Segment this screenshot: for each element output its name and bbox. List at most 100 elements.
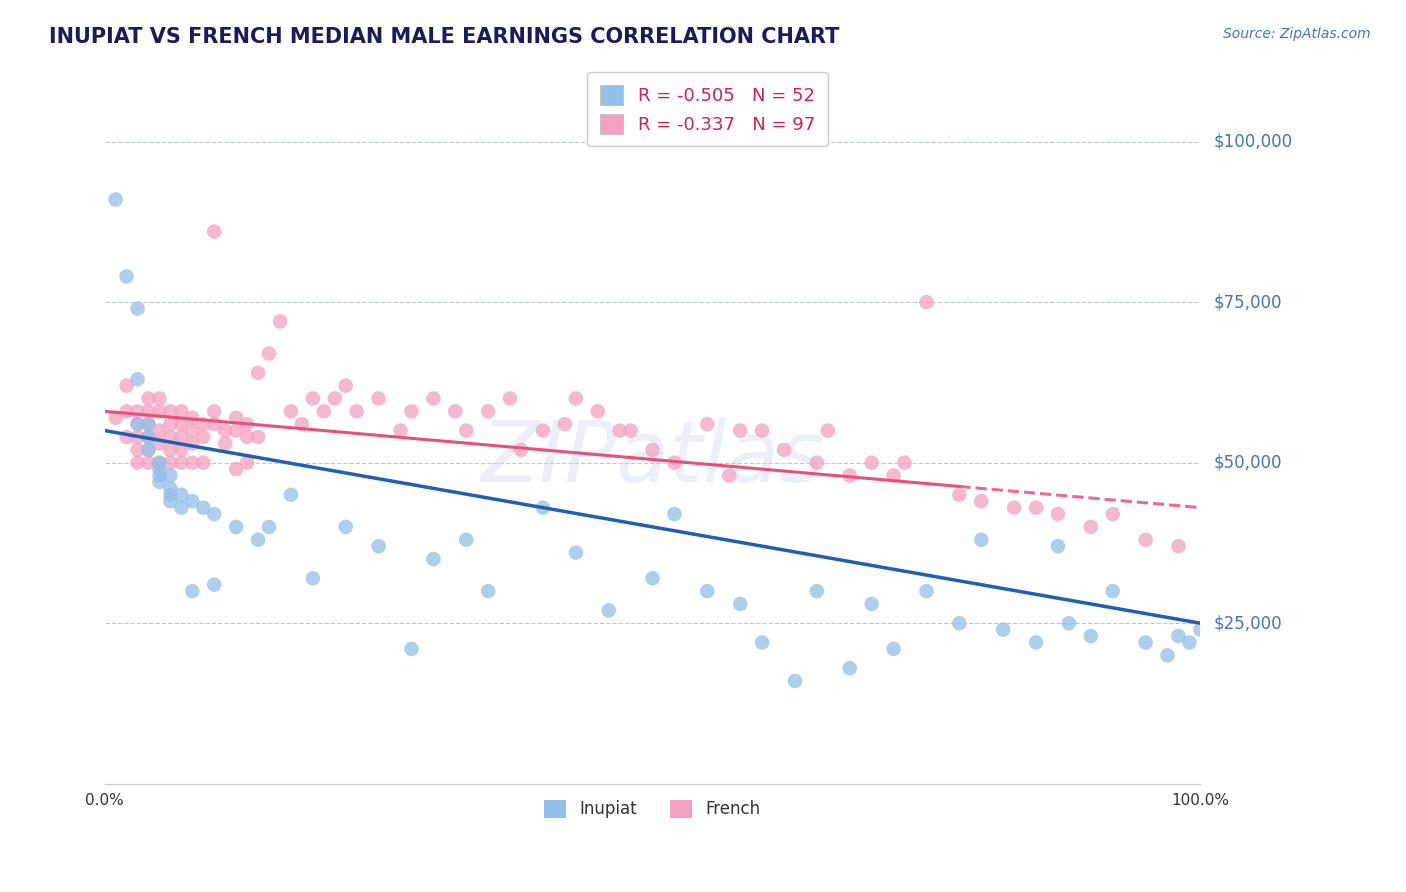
Point <box>860 597 883 611</box>
Point <box>531 500 554 515</box>
Point <box>202 507 225 521</box>
Point <box>554 417 576 432</box>
Point <box>181 436 204 450</box>
Point <box>531 424 554 438</box>
Point <box>202 404 225 418</box>
Point <box>948 616 970 631</box>
Point <box>401 641 423 656</box>
Point <box>170 456 193 470</box>
Point <box>718 468 741 483</box>
Point <box>193 417 215 432</box>
Point <box>1080 629 1102 643</box>
Point <box>1046 539 1069 553</box>
Point <box>148 424 170 438</box>
Point <box>1101 507 1123 521</box>
Point <box>367 392 389 406</box>
Point <box>948 488 970 502</box>
Point <box>1025 635 1047 649</box>
Point <box>970 533 993 547</box>
Point <box>225 462 247 476</box>
Point <box>991 623 1014 637</box>
Point <box>202 417 225 432</box>
Point <box>598 603 620 617</box>
Point <box>115 378 138 392</box>
Point <box>291 417 314 432</box>
Point <box>499 392 522 406</box>
Point <box>915 584 938 599</box>
Point <box>115 269 138 284</box>
Text: $25,000: $25,000 <box>1213 615 1282 632</box>
Point <box>159 494 181 508</box>
Point <box>138 442 160 457</box>
Point <box>138 404 160 418</box>
Point <box>838 661 860 675</box>
Point <box>1046 507 1069 521</box>
Point <box>641 442 664 457</box>
Point <box>193 456 215 470</box>
Point <box>609 424 631 438</box>
Point <box>620 424 643 438</box>
Point <box>170 500 193 515</box>
Text: $50,000: $50,000 <box>1213 454 1282 472</box>
Point <box>883 468 905 483</box>
Text: $100,000: $100,000 <box>1213 133 1292 151</box>
Point <box>751 635 773 649</box>
Point <box>477 584 499 599</box>
Point <box>389 424 412 438</box>
Point <box>1167 629 1189 643</box>
Point <box>115 430 138 444</box>
Point <box>148 468 170 483</box>
Point <box>170 417 193 432</box>
Point <box>280 488 302 502</box>
Point <box>477 404 499 418</box>
Point <box>456 424 478 438</box>
Point <box>181 584 204 599</box>
Point <box>181 410 204 425</box>
Point <box>148 392 170 406</box>
Point <box>148 475 170 489</box>
Point <box>247 366 270 380</box>
Text: $75,000: $75,000 <box>1213 293 1282 311</box>
Point <box>214 436 236 450</box>
Point <box>586 404 609 418</box>
Point <box>159 404 181 418</box>
Point <box>127 372 149 386</box>
Point <box>181 494 204 508</box>
Point <box>148 436 170 450</box>
Text: Source: ZipAtlas.com: Source: ZipAtlas.com <box>1223 27 1371 41</box>
Point <box>269 314 291 328</box>
Point <box>641 571 664 585</box>
Point <box>915 295 938 310</box>
Point <box>138 430 160 444</box>
Point <box>236 456 259 470</box>
Point <box>696 584 718 599</box>
Point <box>170 404 193 418</box>
Point <box>193 430 215 444</box>
Point <box>444 404 467 418</box>
Point <box>247 533 270 547</box>
Point <box>127 456 149 470</box>
Point <box>1135 533 1157 547</box>
Point <box>1002 500 1025 515</box>
Point <box>664 456 686 470</box>
Point <box>335 520 357 534</box>
Point <box>115 404 138 418</box>
Point <box>367 539 389 553</box>
Point <box>202 225 225 239</box>
Point <box>138 392 160 406</box>
Point <box>806 584 828 599</box>
Point <box>127 404 149 418</box>
Point <box>783 673 806 688</box>
Point <box>181 456 204 470</box>
Point <box>565 545 588 559</box>
Point <box>838 468 860 483</box>
Point <box>127 442 149 457</box>
Point <box>1025 500 1047 515</box>
Point <box>127 430 149 444</box>
Point <box>422 552 444 566</box>
Point <box>170 442 193 457</box>
Point <box>148 404 170 418</box>
Point <box>302 392 325 406</box>
Point <box>127 301 149 316</box>
Point <box>247 430 270 444</box>
